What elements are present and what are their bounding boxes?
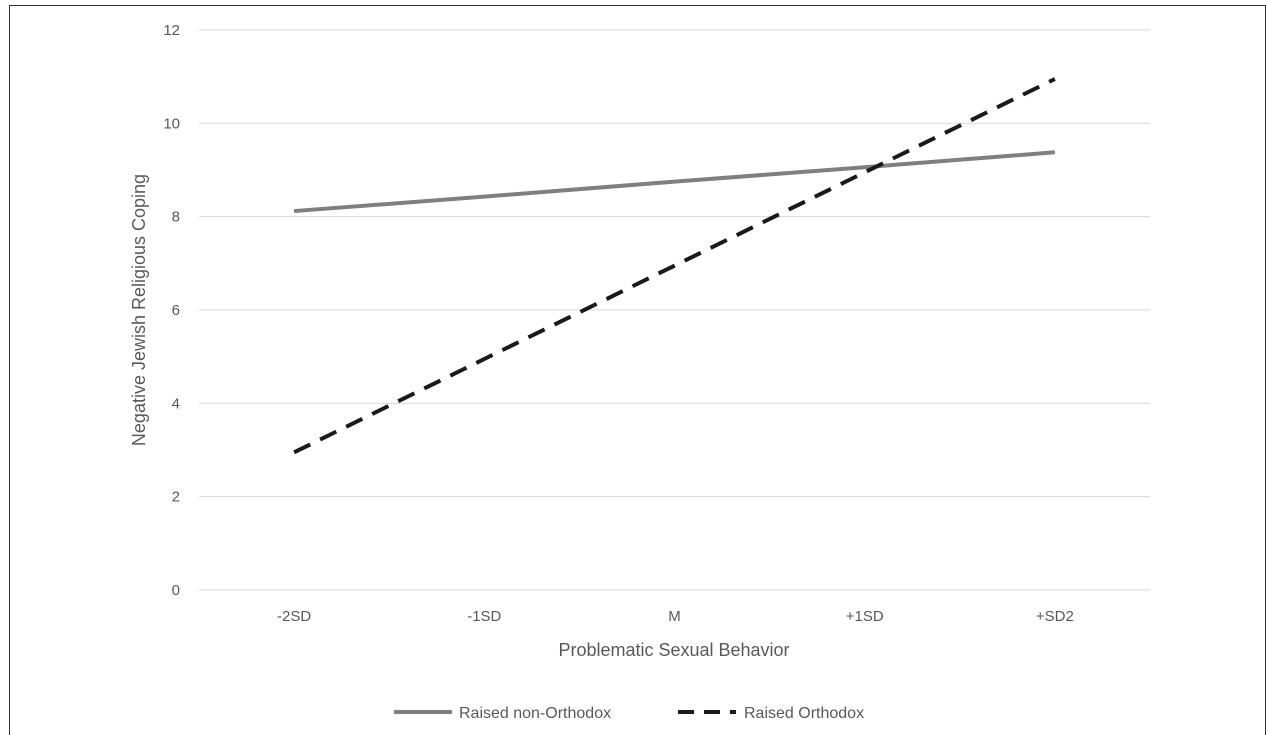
x-tick-label: +SD2 [1036,608,1074,625]
y-tick-label: 2 [172,489,180,506]
series-lines [293,77,1056,455]
x-axis-title: Problematic Sexual Behavior [558,640,789,660]
y-tick-label: 6 [172,302,180,319]
legend-label-raised-non-orthodox: Raised non-Orthodox [459,705,611,722]
legend-label-raised-orthodox: Raised Orthodox [744,705,864,722]
y-tick-label: 10 [163,115,180,132]
x-tick-label: M [668,608,681,625]
y-tick-label: 4 [172,395,180,412]
y-tick-label: 8 [172,209,180,226]
series-line-raised-non-orthodox [293,150,1056,214]
x-tick-label: -1SD [467,608,501,625]
x-tick-labels: -2SD -1SD M +1SD +SD2 [277,608,1074,625]
y-tick-labels: 0 2 4 6 8 10 12 [163,22,180,599]
gridlines [199,29,1150,591]
y-tick-label: 12 [163,22,180,39]
chart-frame [9,5,1266,735]
x-tick-label: -2SD [277,608,311,625]
y-axis-title: Negative Jewish Religious Coping [129,174,149,446]
series-line-raised-orthodox [293,77,1056,455]
y-tick-label: 0 [172,582,180,599]
x-tick-label: +1SD [846,608,884,625]
legend: Raised non-Orthodox Raised Orthodox [394,705,864,722]
